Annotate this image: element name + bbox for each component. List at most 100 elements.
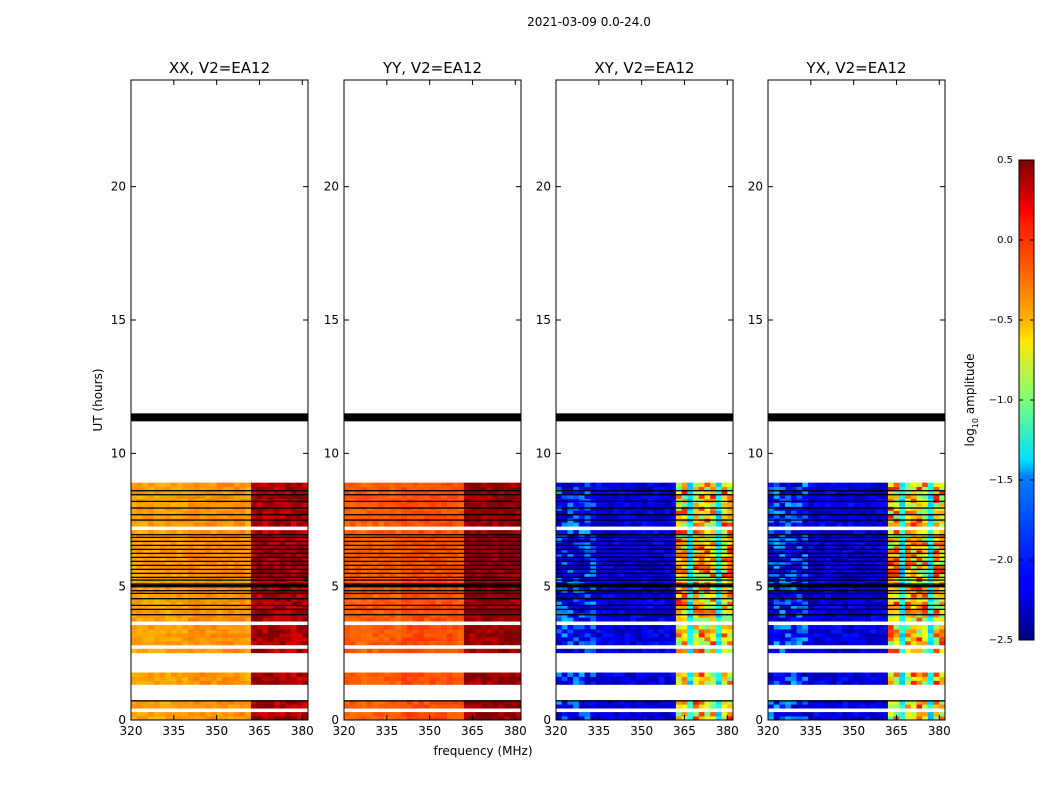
heatmap-cell <box>630 716 637 720</box>
heatmap-cell <box>785 636 792 642</box>
heatmap-cell <box>785 625 792 630</box>
heatmap-cell <box>853 676 860 681</box>
heatmap-cell <box>389 636 396 642</box>
heatmap-cell <box>613 510 620 515</box>
heatmap-cell <box>233 542 240 547</box>
heatmap-cell <box>693 498 700 503</box>
heatmap-cell <box>475 712 482 717</box>
heatmap-cell <box>366 565 373 571</box>
flagged-line <box>131 494 308 496</box>
heatmap-cell <box>250 676 258 681</box>
heatmap-cell <box>344 565 351 571</box>
heatmap-cell <box>349 510 356 515</box>
heatmap-cell <box>418 700 425 705</box>
heatmap-cell <box>401 561 408 567</box>
heatmap-cell <box>216 502 223 507</box>
heatmap-cell <box>210 553 218 559</box>
heatmap-cell <box>773 617 780 622</box>
heatmap-cell <box>159 680 166 685</box>
heatmap-cell <box>193 625 200 630</box>
heatmap-cell <box>503 482 510 488</box>
heatmap-cell <box>641 502 648 507</box>
heatmap-cell <box>853 629 860 634</box>
heatmap-cell <box>401 704 408 709</box>
heatmap-cell <box>159 716 166 720</box>
heatmap-cell <box>406 636 413 642</box>
heatmap-cell <box>435 545 442 551</box>
flagged-line <box>344 519 521 521</box>
heatmap-cell <box>262 716 269 720</box>
heatmap-cell <box>222 573 229 578</box>
heatmap-cell <box>704 569 711 575</box>
heatmap-cell <box>687 498 694 503</box>
heatmap-cell <box>142 561 149 567</box>
heatmap-cell <box>349 589 356 594</box>
heatmap-cell <box>423 565 431 571</box>
heatmap-cell <box>785 680 792 685</box>
heatmap-cell <box>378 589 385 594</box>
heatmap-cell <box>573 712 580 717</box>
heatmap-cell <box>503 486 510 491</box>
heatmap-cell <box>584 613 591 618</box>
y-tick-label: 20 <box>536 180 551 194</box>
heatmap-cell <box>578 522 585 527</box>
heatmap-cell <box>469 700 476 705</box>
heatmap-cell <box>641 648 648 654</box>
heatmap-cell <box>389 573 396 578</box>
heatmap-cell <box>188 597 195 602</box>
heatmap-cell <box>349 629 356 634</box>
heatmap-cell <box>199 534 206 539</box>
heatmap-cell <box>290 632 297 638</box>
heatmap-cell <box>618 632 625 638</box>
heatmap-cell <box>681 601 688 606</box>
heatmap-cell <box>601 613 608 618</box>
heatmap-cell <box>262 680 269 685</box>
heatmap-cell <box>647 565 654 571</box>
heatmap-cell <box>429 605 436 610</box>
heatmap-cell <box>182 502 189 507</box>
heatmap-cell <box>630 672 637 677</box>
heatmap-cell <box>802 625 809 630</box>
heatmap-cell <box>916 716 923 720</box>
panel-frame <box>130 79 309 721</box>
heatmap-cell <box>727 593 733 598</box>
heatmap-cell <box>463 676 471 681</box>
heatmap-cell <box>349 593 356 598</box>
heatmap-cell <box>653 502 660 507</box>
heatmap-cell <box>561 502 568 507</box>
heatmap-cell <box>199 545 206 551</box>
heatmap-cell <box>273 704 280 709</box>
heatmap-cell <box>573 502 580 507</box>
heatmap-cell <box>830 640 837 646</box>
heatmap-cell <box>222 530 229 535</box>
heatmap-cell <box>452 712 459 717</box>
heatmap-cell <box>131 632 138 638</box>
heatmap-cell <box>452 494 459 499</box>
heatmap-cell <box>170 494 178 499</box>
heatmap-cell <box>893 700 900 705</box>
heatmap-cell <box>228 672 235 677</box>
heatmap-cell <box>567 557 574 563</box>
heatmap-cell <box>658 561 665 567</box>
heatmap-cell <box>573 538 580 543</box>
heatmap-cell <box>802 672 809 677</box>
heatmap-cell <box>222 561 229 567</box>
heatmap-cell <box>349 482 356 488</box>
heatmap-cell <box>664 494 671 499</box>
heatmap-cell <box>481 617 488 622</box>
heatmap-cell <box>452 716 459 720</box>
heatmap-cell <box>859 716 866 720</box>
heatmap-cell <box>721 676 728 681</box>
heatmap-cell <box>469 561 476 567</box>
heatmap-cell <box>618 549 625 555</box>
heatmap-cell <box>452 609 459 614</box>
heatmap-cell <box>567 632 574 638</box>
heatmap-cell <box>136 640 143 646</box>
heatmap-cell <box>601 561 608 567</box>
heatmap-cell <box>698 557 705 563</box>
heatmap-cell <box>182 498 189 503</box>
heatmap-cell <box>939 704 945 709</box>
heatmap-cell <box>406 573 413 578</box>
heatmap-cell <box>401 617 408 622</box>
heatmap-cell <box>721 648 728 654</box>
